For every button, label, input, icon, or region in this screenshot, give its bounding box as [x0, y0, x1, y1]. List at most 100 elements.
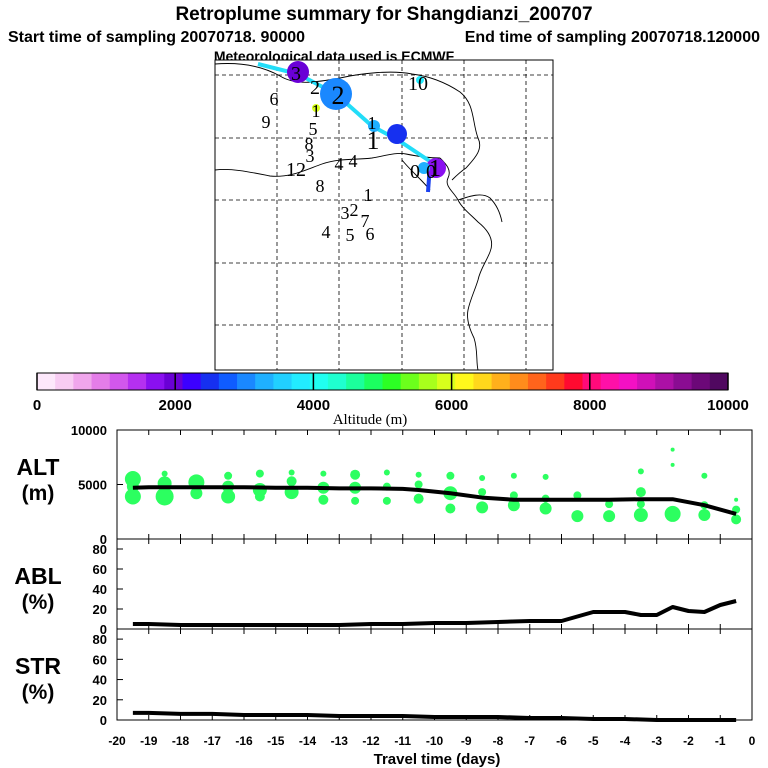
colorbar-cell	[291, 373, 311, 390]
x-tick-label: -18	[172, 734, 190, 748]
map-label: 5	[346, 225, 355, 245]
altitude-point	[161, 470, 168, 477]
altitude-point	[382, 496, 391, 505]
colorbar-cell	[600, 373, 620, 390]
map-label: 6	[270, 89, 279, 109]
map-label: 4	[322, 222, 331, 242]
abl-panel: 0 20 40 60 80 ABL(%)	[14, 538, 753, 637]
colorbar-cell	[346, 373, 365, 390]
colorbar-label: Altitude (m)	[333, 412, 408, 428]
map-label: 12	[286, 159, 306, 181]
altitude-point	[446, 471, 455, 480]
x-tick-label: 0	[749, 734, 756, 748]
map-label: 5	[309, 119, 318, 139]
y-tick-label: 40	[93, 673, 107, 688]
x-tick-label: -13	[331, 734, 349, 748]
panel-unit: (m)	[22, 482, 55, 505]
colorbar-cell	[146, 373, 165, 390]
colorbar-cell	[273, 373, 293, 390]
x-tick-label: -4	[620, 734, 631, 748]
x-tick-label: -17	[204, 734, 222, 748]
colorbar-tick-label: 8000	[573, 397, 606, 414]
map-frame	[214, 59, 554, 371]
x-tick-label: -8	[493, 734, 504, 748]
x-tick-label: -16	[235, 734, 253, 748]
y-tick-label: 40	[93, 582, 107, 597]
altitude-point	[318, 494, 329, 505]
altitude-point	[670, 447, 675, 452]
colorbar-cell	[527, 373, 547, 390]
panel-frame	[116, 429, 753, 540]
altitude-point	[221, 489, 236, 504]
map-boundaries	[214, 63, 503, 371]
map-label: 1	[312, 101, 321, 121]
map-label: 8	[305, 134, 314, 154]
altitude-point	[573, 491, 582, 500]
x-axis-label: Travel time (days)	[374, 751, 501, 768]
y-tick-label: 10000	[71, 423, 107, 438]
x-tick-label: -19	[140, 734, 158, 748]
map-label: 3	[341, 203, 350, 223]
map-label: 0	[410, 161, 420, 183]
colorbar-cell	[255, 373, 274, 390]
altitude-point	[701, 472, 708, 479]
plume-point	[368, 120, 380, 132]
altitude-point	[605, 500, 614, 509]
x-tick-label: -2	[683, 734, 694, 748]
colorbar-tick-label: 2000	[159, 397, 192, 414]
colorbar-cell	[218, 373, 238, 390]
altitude-point	[350, 469, 361, 480]
plume-point	[416, 76, 424, 84]
colorbar-cell	[546, 373, 565, 390]
y-tick-label: 60	[93, 562, 107, 577]
map-label: 4	[335, 154, 344, 174]
altitude-point	[190, 487, 203, 500]
altitude-point	[635, 487, 646, 498]
map-label: 4	[349, 151, 358, 171]
altitude-point	[155, 487, 174, 506]
plume-point	[387, 124, 407, 144]
altitude-point	[124, 488, 141, 505]
alt-series-line	[132, 485, 737, 516]
map-label: 6	[366, 224, 375, 244]
altitude-point	[571, 510, 584, 523]
map-label: 10	[408, 73, 428, 95]
colorbar-tick-label: 4000	[297, 397, 330, 414]
panel-frame	[116, 628, 753, 721]
altitude-point	[664, 505, 681, 522]
colorbar-cell	[37, 373, 56, 390]
colorbar-cell	[618, 373, 638, 390]
altitude-point	[224, 471, 233, 480]
colorbar-cell	[55, 373, 74, 390]
plume-point	[426, 158, 446, 178]
altitude-point	[637, 468, 644, 475]
colorbar-cell	[73, 373, 93, 390]
y-tick-label: 80	[93, 542, 107, 557]
colorbar-cell	[109, 373, 129, 390]
x-tick-label: -14	[299, 734, 317, 748]
x-tick-label: -20	[108, 734, 126, 748]
colorbar-cell	[237, 373, 256, 390]
altitude-point	[476, 501, 489, 514]
plume-point	[312, 104, 320, 112]
altitude-point	[320, 470, 327, 477]
altitude-point	[509, 491, 518, 500]
plume-point	[320, 78, 352, 110]
map-label: 1	[367, 126, 380, 155]
x-tick-label: -6	[556, 734, 567, 748]
altitude-point	[383, 469, 390, 476]
map-graticule	[215, 60, 553, 370]
altitude-point	[255, 469, 264, 478]
map-label: 1	[368, 113, 377, 133]
altitude-point	[698, 509, 711, 522]
panel-label: ALT	[16, 454, 59, 480]
plume-point	[287, 61, 309, 83]
abl-series-line	[132, 599, 737, 627]
start-time: Start time of sampling 20070718. 90000	[8, 29, 305, 46]
panel-label: STR	[15, 653, 61, 679]
colorbar-cell	[91, 373, 111, 390]
altitude-point	[478, 488, 487, 497]
map-label: 2	[332, 81, 345, 110]
